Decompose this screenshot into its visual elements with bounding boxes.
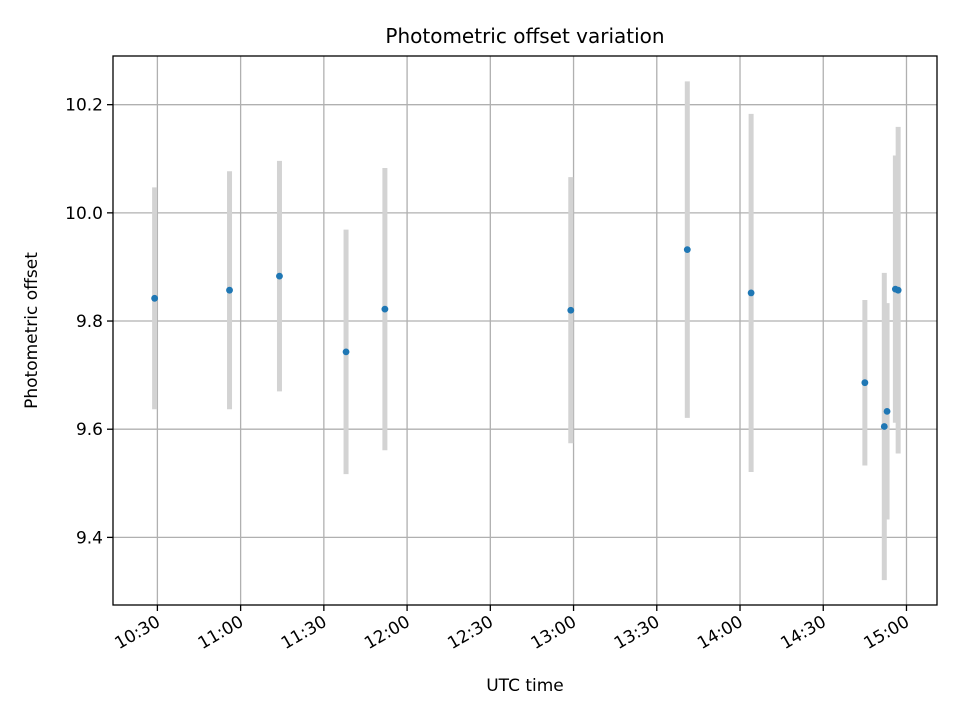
y-tick-label: 9.8	[76, 312, 103, 332]
data-point	[861, 379, 869, 387]
y-tick-label: 9.4	[76, 528, 103, 548]
plot-frame	[112, 55, 938, 606]
data-point	[747, 289, 755, 297]
chart-title: Photometric offset variation	[385, 24, 664, 48]
data-point	[151, 294, 159, 302]
data-point	[381, 305, 389, 313]
y-axis-title: Photometric offset	[22, 252, 42, 409]
y-tick-label: 9.6	[76, 420, 103, 440]
data-point	[880, 423, 888, 430]
data-point	[226, 286, 233, 294]
y-tick-label: 10.2	[65, 96, 103, 116]
data-point	[683, 246, 691, 254]
grid-layer	[113, 56, 937, 605]
data-point	[342, 348, 350, 356]
x-axis-title: UTC time	[486, 676, 564, 696]
data-point	[883, 407, 891, 415]
data-point	[567, 306, 575, 314]
data-point	[276, 272, 283, 280]
data-point	[894, 286, 902, 294]
y-tick-label: 10.0	[65, 204, 103, 224]
point-layer	[151, 246, 902, 430]
